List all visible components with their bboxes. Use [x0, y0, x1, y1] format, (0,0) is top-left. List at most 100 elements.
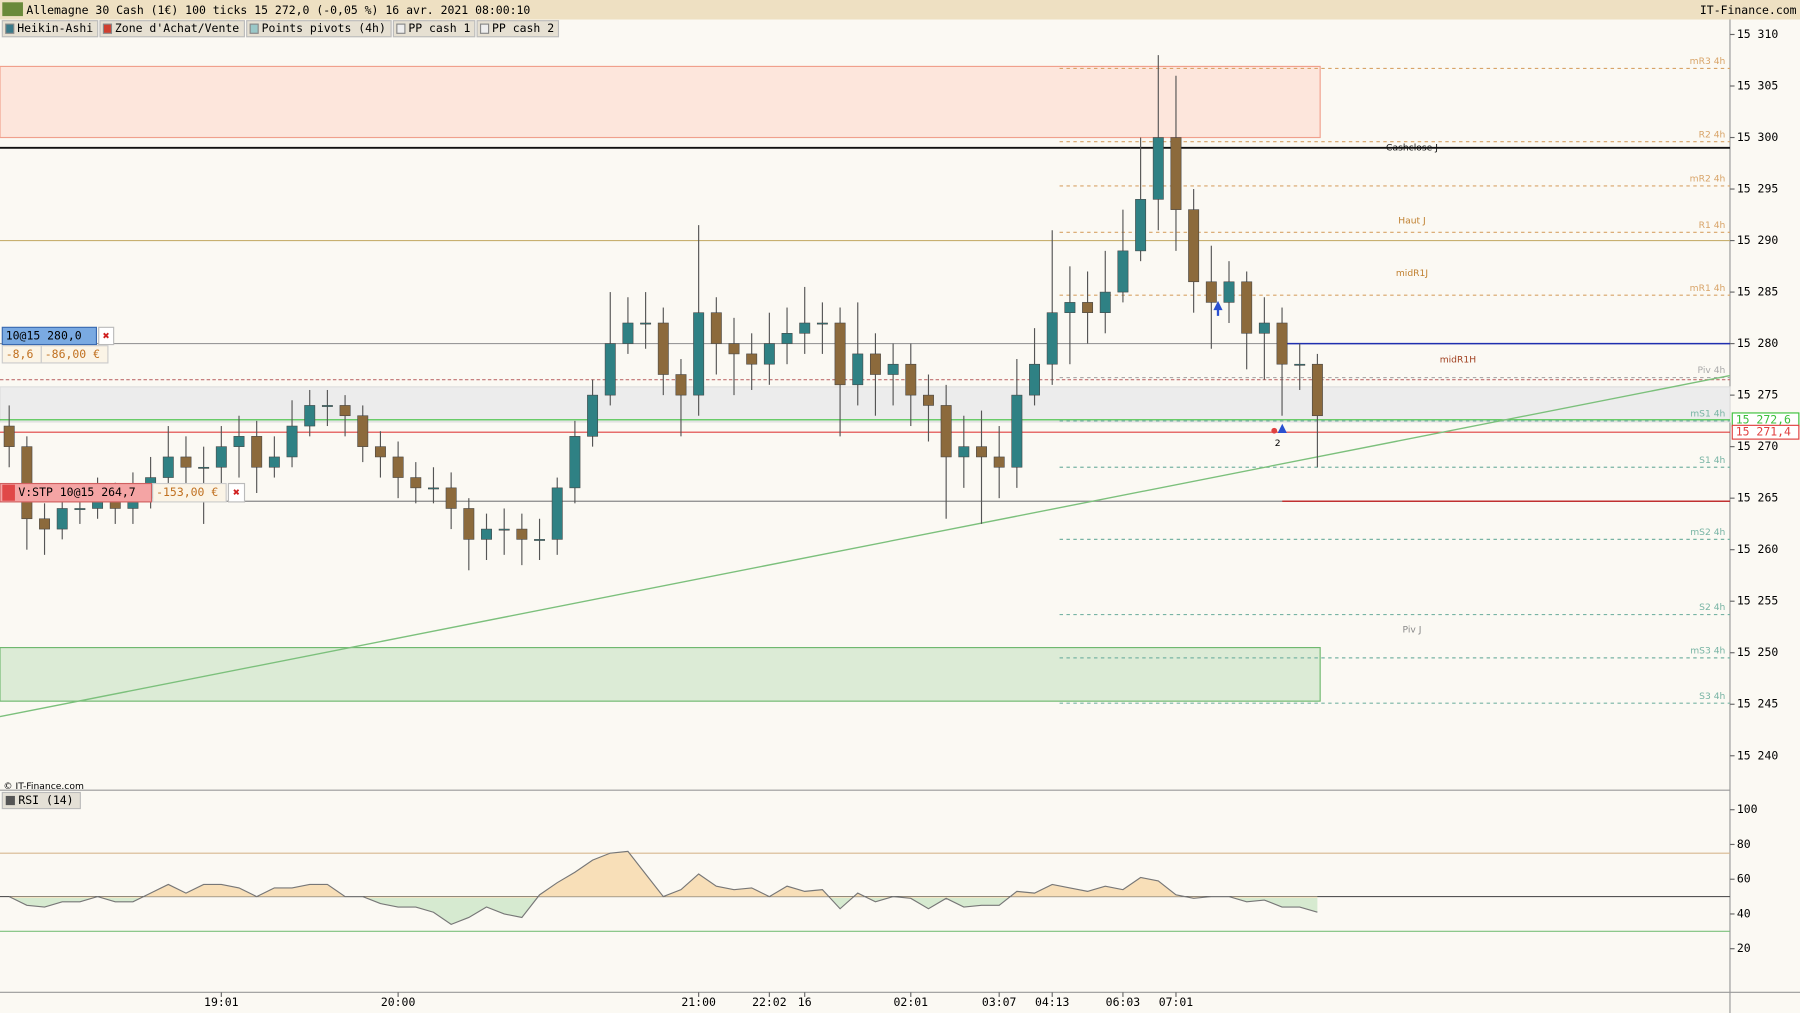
trade-dot	[1271, 427, 1278, 434]
buy-arrow	[1277, 423, 1287, 433]
candle-body	[1276, 322, 1288, 365]
candle-body	[1170, 137, 1182, 210]
candle-body	[233, 436, 245, 447]
pivot-label: Piv 4h	[1698, 365, 1726, 376]
logo	[2, 2, 23, 17]
candle-body	[162, 456, 174, 478]
candle-body	[251, 436, 263, 468]
y-tick-label: 15 300	[1737, 130, 1779, 144]
price-tag	[1731, 424, 1800, 440]
tab[interactable]	[476, 20, 560, 38]
x-tick-label: 04:13	[1035, 995, 1070, 1009]
y-tick-label: 100	[1737, 802, 1758, 816]
candle-body	[534, 539, 545, 541]
annotation: Piv J	[1403, 625, 1422, 636]
watermark: © IT-Finance.com	[3, 781, 83, 792]
candle-body	[746, 353, 758, 365]
y-tick-label: 15 240	[1737, 748, 1779, 762]
candle-body	[905, 363, 917, 396]
y-tick-label: 15 295	[1737, 182, 1778, 196]
pivot-label: S2 4h	[1699, 602, 1725, 613]
candle-body	[923, 394, 934, 406]
pivot-label: R1 4h	[1699, 220, 1726, 231]
order-box[interactable]	[1, 326, 98, 346]
order-points: -8,6	[6, 347, 34, 361]
candle-body	[1064, 302, 1076, 313]
candle-body	[587, 394, 599, 437]
candle-body	[763, 343, 775, 365]
tab[interactable]	[246, 20, 392, 38]
order-pnl: -86,00 €	[45, 347, 100, 361]
candle-body	[869, 353, 881, 375]
pnl-box	[40, 345, 109, 364]
y-tick-label: 15 290	[1737, 233, 1779, 247]
y-tick-label: 15 245	[1737, 697, 1778, 711]
candle-body	[268, 456, 280, 468]
candle-body	[799, 322, 811, 334]
tab[interactable]	[99, 20, 245, 38]
stop-box[interactable]	[0, 482, 153, 503]
close-icon: ✖	[233, 485, 240, 499]
close-button[interactable]	[98, 326, 115, 346]
y-tick-label: 80	[1737, 837, 1751, 851]
tab[interactable]	[1, 20, 99, 38]
x-tick-label: 16	[798, 995, 812, 1009]
tab-swatch	[396, 23, 406, 34]
candle-body	[481, 528, 492, 540]
tab-swatch	[249, 23, 259, 34]
y-tick-label: 15 310	[1737, 27, 1779, 41]
stop-pnl: -153,00 €	[156, 485, 218, 499]
candle-body	[1082, 302, 1094, 313]
candle-body	[1223, 281, 1235, 303]
annotation: midR1H	[1440, 355, 1476, 366]
candle-body	[728, 343, 740, 355]
candle-body	[993, 456, 1005, 468]
site: IT-Finance.com	[1700, 3, 1797, 17]
candle-body	[374, 446, 386, 458]
main-pane: mR3 4h R2 4h mR2 4h R1 4h mR1 4h Piv 4h mS1 4h…	[0, 27, 1800, 1009]
candle-body	[852, 353, 864, 386]
stop-handle[interactable]	[2, 484, 15, 501]
x-tick-label: 03:07	[982, 995, 1017, 1009]
candle-body	[21, 446, 33, 520]
stop-label: V:STP 10@15 264,7	[18, 485, 135, 499]
y-tick-label: 15 280	[1737, 336, 1779, 350]
rsi-header	[1, 791, 81, 810]
y-tick-label: 40	[1737, 906, 1751, 920]
candle-body	[198, 466, 210, 469]
candle-body	[215, 446, 227, 468]
y-tick-label: 15 285	[1737, 285, 1778, 299]
zone	[0, 647, 1321, 702]
tab[interactable]	[392, 20, 476, 38]
y-tick-label: 15 250	[1737, 645, 1779, 659]
x-tick-label: 21:00	[681, 995, 716, 1009]
tab-swatch	[5, 23, 15, 34]
candle-body	[1046, 312, 1058, 365]
candle-body	[428, 487, 439, 490]
candle-body	[56, 508, 68, 530]
y-tick-label: 20	[1737, 941, 1751, 955]
candle-body	[410, 477, 422, 489]
x-tick-label: 07:01	[1159, 995, 1194, 1009]
tab-swatch	[102, 23, 113, 34]
candle-body	[1241, 281, 1253, 334]
candle-body	[976, 446, 987, 458]
order-label: 10@15 280,0	[6, 328, 82, 342]
pivot-label: mR1 4h	[1690, 283, 1726, 294]
orders: 10@15 280,0 ✖ -8,6 -86,00 € V:STP 10@15 …	[0, 326, 246, 503]
candle-body	[1029, 363, 1040, 396]
pivot-label: mR3 4h	[1690, 56, 1726, 67]
pivot-label: mS1 4h	[1690, 408, 1725, 419]
candle-body	[622, 322, 634, 344]
candle-body	[74, 508, 86, 510]
candle-body	[392, 456, 404, 478]
x-tick-label: 22:02	[752, 995, 787, 1009]
zone	[0, 386, 1731, 423]
trendline	[0, 374, 1731, 718]
close-button[interactable]	[227, 482, 246, 503]
y-tick-label: 15 260	[1737, 542, 1779, 556]
tab-label: PP cash 2	[492, 21, 554, 35]
